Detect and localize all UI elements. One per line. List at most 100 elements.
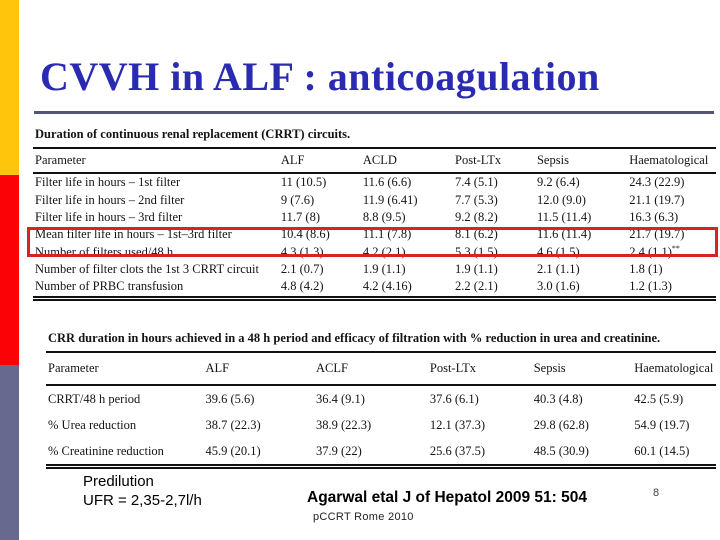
column-header: ALF: [278, 149, 361, 174]
column-header: Haematological: [632, 353, 716, 386]
value-cell: 1.2 (1.3): [629, 279, 672, 294]
value-cell: 11.6 (6.6): [362, 175, 412, 190]
value-cell: 12.0 (9.0): [536, 192, 586, 207]
conference-label: pCCRT Rome 2010: [313, 511, 414, 523]
parameter-cell: Number of PRBC transfusion: [35, 279, 184, 294]
data-table: Parameter ALF ACLD Post-LTx Sepsis Haematolog…: [33, 149, 716, 301]
value-cell: 4.3 (1.3): [280, 244, 324, 259]
value-cell: 60.1 (14.5): [634, 443, 690, 458]
value-cell: 4.2 (4.16): [362, 279, 412, 294]
crrt-circuit-duration-table: Duration of continuous renal replacement…: [33, 126, 716, 301]
value-cell: 7.7 (5.3): [455, 192, 498, 207]
value-cell: 9.2 (8.2): [455, 209, 498, 224]
value-cell: 21.1 (19.7): [629, 192, 685, 207]
column-header: Post-LTx: [453, 149, 535, 174]
value-cell: 4.2 (2.1): [362, 244, 406, 259]
parameter-cell: Number of filter clots the 1st 3 CRRT ci…: [35, 262, 259, 277]
value-cell: 8.8 (9.5): [362, 209, 406, 224]
value-cell: 45.9 (20.1): [205, 443, 261, 458]
value-cell: 16.3 (6.3): [629, 209, 679, 224]
title-underline: [34, 111, 714, 114]
table-caption: CRR duration in hours achieved in a 48 h…: [46, 330, 716, 353]
value-cell: 29.8 (62.8): [533, 417, 589, 432]
value-cell: 9 (7.6): [280, 192, 315, 207]
parameter-cell: Filter life in hours – 1st filter: [35, 175, 181, 190]
table-row: Filter life in hours – 2nd filter 9 (7.6)…: [33, 191, 716, 208]
value-cell: 38.9 (22.3): [315, 417, 372, 432]
value-cell: 2.1 (0.7): [280, 262, 324, 277]
parameter-cell: CRRT/48 h period: [48, 391, 141, 406]
predilution-note: Predilution UFR = 2,35-2,7l/h: [83, 472, 202, 510]
column-header: ACLF: [313, 353, 428, 386]
value-cell: 5.3 (1.5): [455, 244, 498, 259]
table-row: CRRT/48 h period 39.6 (5.6) 36.4 (9.1) 37.6…: [46, 385, 716, 412]
value-cell: 11.1 (7.8): [362, 227, 412, 242]
table-row: Number of filter clots the 1st 3 CRRT ci…: [33, 261, 716, 278]
parameter-cell: Filter life in hours – 3rd filter: [35, 209, 183, 224]
table-row: % Urea reduction 38.7 (22.3) 38.9 (22.3) 12…: [46, 412, 716, 438]
citation-text: Agarwal etal J of Hepatol 2009 51: 504: [307, 489, 587, 506]
value-cell: 2.4 (1.1)**: [629, 243, 680, 259]
table-row: Filter life in hours – 1st filter 11 (10.…: [33, 173, 716, 191]
value-cell: 48.5 (30.9): [533, 443, 589, 458]
sidebar-stripe-red: [0, 175, 19, 365]
value-cell: 10.4 (8.6): [280, 227, 330, 242]
parameter-cell: Mean filter life in hours – 1st–3rd filt…: [35, 227, 232, 242]
table-row: % Creatinine reduction 45.9 (20.1) 37.9 (2…: [46, 438, 716, 467]
slide-title: CVVH in ALF : anticoagulation: [40, 54, 600, 99]
parameter-cell: Number of filters used/48 h: [35, 244, 174, 259]
value-cell: 2.2 (2.1): [455, 279, 498, 294]
sidebar-stripe-yellow: [0, 0, 19, 175]
column-header: ALF: [203, 353, 314, 386]
value-cell: 3.0 (1.6): [536, 279, 580, 294]
table-caption: Duration of continuous renal replacement…: [33, 126, 716, 149]
value-cell: 1.8 (1): [629, 262, 663, 277]
value-cell: 12.1 (37.3): [429, 417, 486, 432]
value-cell: 1.9 (1.1): [362, 262, 406, 277]
value-cell: 54.9 (19.7): [634, 417, 690, 432]
value-cell: 11.6 (11.4): [536, 227, 592, 242]
value-cell: 25.6 (37.5): [429, 443, 486, 458]
value-cell: 37.6 (6.1): [429, 391, 479, 406]
value-cell: 11 (10.5): [280, 175, 327, 190]
sidebar-stripe-slate: [0, 365, 19, 540]
column-header: Haematological: [627, 149, 716, 174]
header-row: Parameter ALF ACLD Post-LTx Sepsis Haematolog…: [33, 149, 716, 174]
value-cell: 7.4 (5.1): [455, 175, 498, 190]
column-header: Post-LTx: [427, 353, 532, 386]
value-cell: 24.3 (22.9): [629, 175, 685, 190]
table-row: Number of filters used/48 h 4.3 (1.3) 4.2 …: [33, 244, 716, 261]
value-cell: 9.2 (6.4): [536, 175, 580, 190]
column-header: Parameter: [46, 353, 204, 386]
header-row: Parameter ALF ACLF Post-LTx Sepsis Haematolog…: [46, 353, 716, 386]
value-cell: 4.6 (1.5): [536, 244, 580, 259]
value-cell: 11.7 (8): [280, 209, 320, 224]
column-header: ACLD: [360, 149, 454, 174]
predilution-note-line1: Predilution: [83, 473, 154, 490]
data-table: Parameter ALF ACLF Post-LTx Sepsis Haematolog…: [46, 353, 716, 469]
value-cell: 8.1 (6.2): [455, 227, 498, 242]
parameter-cell: % Creatinine reduction: [48, 443, 164, 458]
value-cell: 42.5 (5.9): [634, 391, 684, 406]
value-cell: 11.5 (11.4): [536, 209, 592, 224]
value-cell: 4.8 (4.2): [280, 279, 324, 294]
table-row: Filter life in hours – 3rd filter 11.7 (8…: [33, 209, 716, 226]
page-number: 8: [653, 487, 660, 499]
column-header: Parameter: [33, 149, 279, 174]
predilution-note-line2: UFR = 2,35-2,7l/h: [83, 492, 202, 509]
parameter-cell: % Urea reduction: [48, 417, 137, 432]
value-cell: 37.9 (22): [315, 443, 362, 458]
filtration-efficacy-table: CRR duration in hours achieved in a 48 h…: [46, 330, 716, 469]
parameter-cell: Filter life in hours – 2nd filter: [35, 192, 185, 207]
value-cell: 36.4 (9.1): [315, 391, 365, 406]
value-cell: 2.1 (1.1): [536, 262, 580, 277]
value-cell: 38.7 (22.3): [205, 417, 261, 432]
table-row: Number of PRBC transfusion 4.8 (4.2) 4.2 (…: [33, 278, 716, 298]
column-header: Sepsis: [531, 353, 633, 386]
value-cell: 40.3 (4.8): [533, 391, 583, 406]
column-header: Sepsis: [534, 149, 628, 174]
value-cell: 11.9 (6.41): [362, 192, 418, 207]
value-cell: 39.6 (5.6): [205, 391, 255, 406]
value-cell: 1.9 (1.1): [455, 262, 498, 277]
value-cell: 21.7 (19.7)*: [629, 226, 689, 242]
